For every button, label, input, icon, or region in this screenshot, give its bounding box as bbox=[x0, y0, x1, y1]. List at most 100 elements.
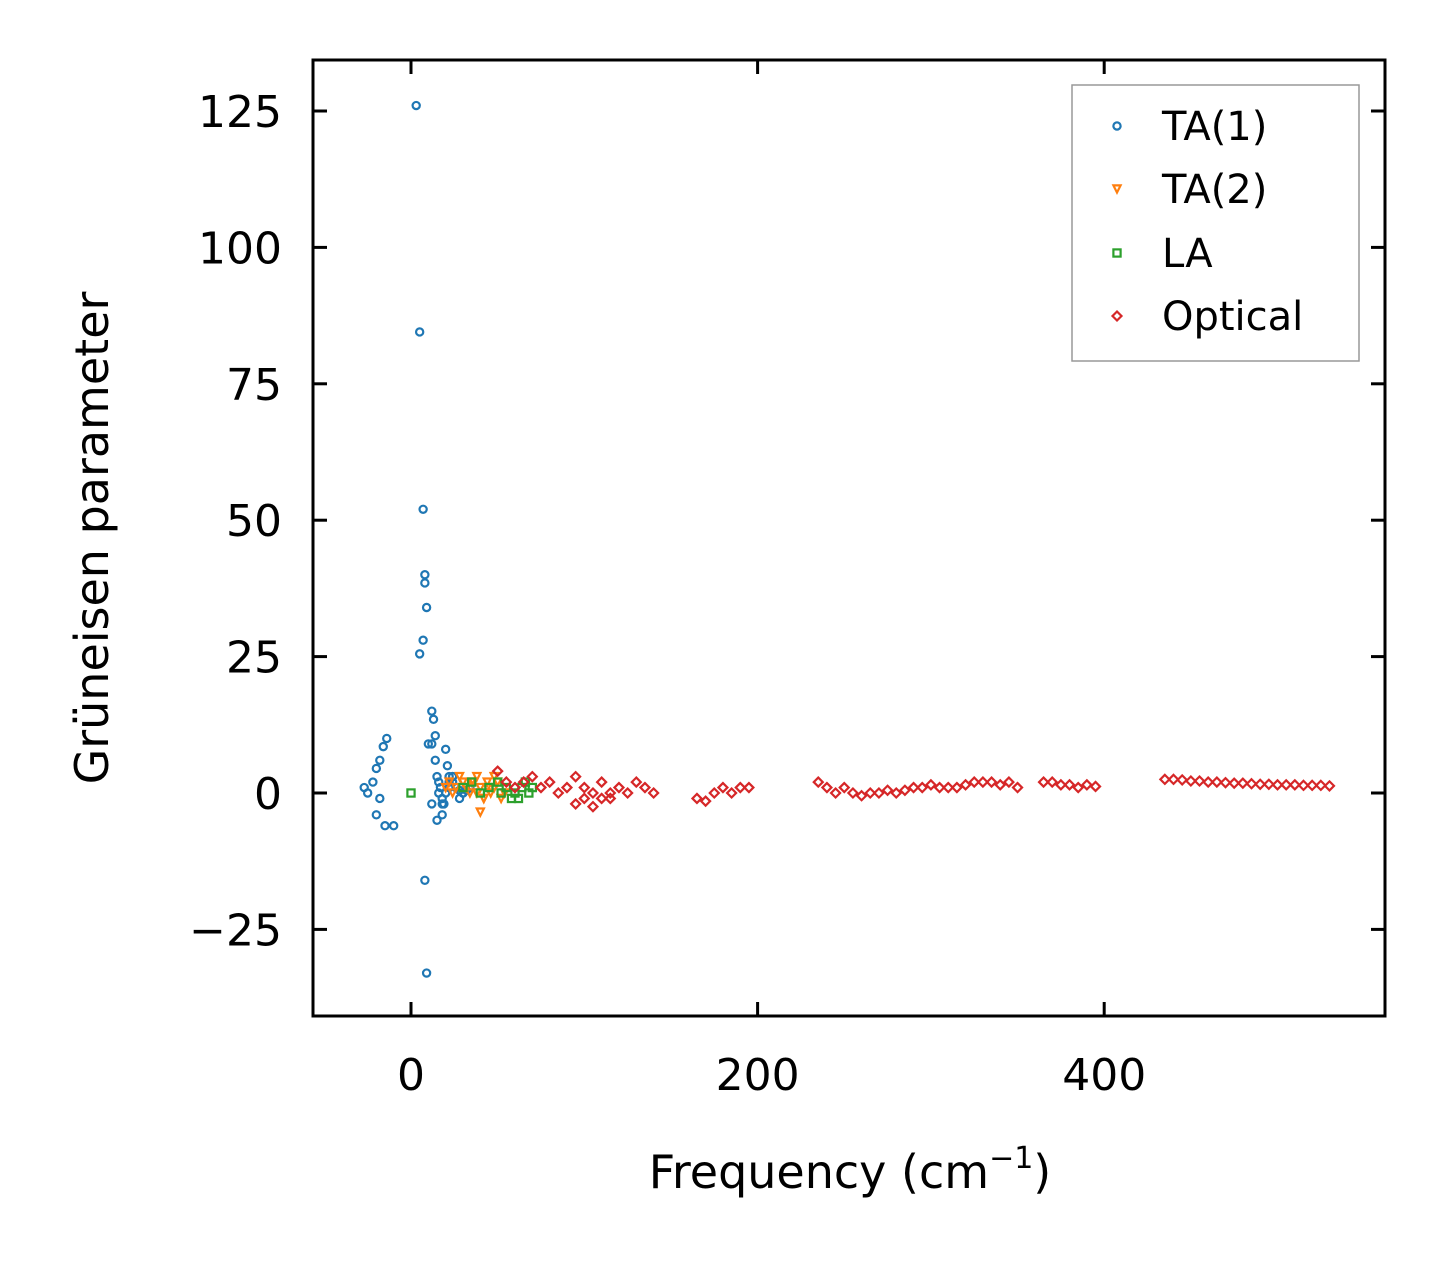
y-tick-label: 0 bbox=[254, 769, 282, 820]
data-point bbox=[1306, 779, 1319, 792]
data-point bbox=[1046, 776, 1059, 789]
data-point bbox=[1037, 776, 1050, 789]
data-point bbox=[517, 776, 530, 789]
data-point bbox=[359, 782, 369, 793]
data-point bbox=[1288, 778, 1301, 791]
data-point bbox=[414, 327, 425, 337]
data-point bbox=[846, 786, 859, 800]
x-axis-title: Frequency (cm−1) bbox=[649, 1141, 1052, 1199]
data-point bbox=[976, 776, 989, 789]
series-optical bbox=[491, 765, 1336, 813]
y-tick-label: 75 bbox=[226, 360, 282, 411]
legend: TA(1) TA(2) LA Optical bbox=[1071, 84, 1360, 362]
data-point bbox=[430, 731, 440, 741]
data-point bbox=[434, 777, 444, 787]
data-point bbox=[1228, 777, 1241, 790]
data-point bbox=[1219, 776, 1232, 789]
data-point bbox=[690, 792, 704, 805]
data-point bbox=[716, 781, 729, 794]
data-point bbox=[586, 786, 600, 800]
data-point bbox=[1080, 778, 1093, 791]
data-point bbox=[371, 763, 382, 774]
data-point bbox=[475, 788, 486, 798]
data-point bbox=[437, 799, 447, 809]
data-point bbox=[604, 786, 617, 800]
data-point bbox=[457, 777, 469, 789]
data-point bbox=[916, 781, 929, 794]
data-point bbox=[411, 100, 421, 111]
legend-marker bbox=[1112, 248, 1122, 258]
data-point bbox=[1245, 777, 1258, 790]
data-point bbox=[1167, 773, 1180, 786]
data-point bbox=[428, 714, 439, 725]
series-ta-1 bbox=[359, 100, 475, 978]
legend-label: TA(2) bbox=[1161, 167, 1267, 213]
data-point bbox=[437, 810, 447, 820]
data-point bbox=[855, 789, 868, 802]
data-point bbox=[829, 786, 842, 800]
data-point bbox=[647, 786, 660, 800]
data-point bbox=[495, 793, 507, 805]
data-point bbox=[388, 821, 399, 831]
data-point bbox=[423, 739, 434, 749]
legend-label: TA(1) bbox=[1161, 104, 1267, 150]
data-point bbox=[534, 781, 548, 794]
data-point bbox=[1202, 776, 1215, 789]
data-point bbox=[421, 602, 432, 613]
data-point bbox=[454, 771, 465, 783]
y-tick-label: 100 bbox=[198, 223, 282, 274]
data-point bbox=[595, 792, 608, 805]
legend-marker bbox=[1111, 184, 1123, 196]
data-point bbox=[560, 781, 574, 794]
data-point bbox=[506, 793, 517, 804]
data-point bbox=[1297, 779, 1310, 792]
data-point bbox=[420, 578, 430, 588]
data-point bbox=[430, 755, 440, 765]
data-point bbox=[418, 504, 428, 514]
data-point bbox=[380, 821, 390, 831]
data-point bbox=[1063, 778, 1076, 791]
data-point bbox=[474, 807, 486, 819]
data-point bbox=[500, 776, 513, 789]
data-point bbox=[485, 788, 497, 800]
data-point bbox=[933, 781, 946, 794]
data-point bbox=[526, 770, 539, 783]
data-point bbox=[378, 741, 388, 752]
data-point bbox=[812, 776, 825, 789]
data-point bbox=[466, 777, 477, 787]
legend-marker bbox=[1110, 309, 1124, 323]
data-point bbox=[708, 786, 721, 800]
data-point bbox=[1280, 778, 1293, 791]
data-point bbox=[432, 815, 442, 825]
data-point bbox=[725, 786, 738, 800]
data-point bbox=[838, 781, 851, 794]
data-point bbox=[959, 778, 972, 791]
legend-entry: TA(2) bbox=[1111, 167, 1267, 213]
data-point bbox=[1158, 773, 1171, 786]
data-point bbox=[578, 792, 591, 805]
data-point bbox=[427, 706, 437, 716]
data-point bbox=[1236, 777, 1249, 790]
data-point bbox=[942, 781, 955, 794]
x-axis-ticks: 0 200 400 bbox=[397, 60, 1146, 1101]
data-point bbox=[371, 810, 382, 820]
data-markers bbox=[359, 100, 1336, 978]
data-point bbox=[414, 649, 425, 659]
data-point bbox=[552, 786, 565, 800]
data-point bbox=[481, 777, 493, 789]
data-point bbox=[418, 635, 428, 645]
data-point bbox=[471, 771, 483, 783]
legend-items: TA(1) TA(2) LA Optical bbox=[1110, 104, 1303, 340]
data-point bbox=[1193, 774, 1206, 788]
data-point bbox=[890, 786, 903, 800]
data-point bbox=[1002, 776, 1015, 789]
data-point bbox=[586, 800, 600, 813]
legend-label: LA bbox=[1162, 231, 1213, 277]
data-point bbox=[406, 788, 416, 798]
legend-entry: TA(1) bbox=[1112, 104, 1267, 150]
y-tick-label: 25 bbox=[226, 633, 282, 684]
legend-entry: Optical bbox=[1110, 294, 1303, 340]
data-point bbox=[985, 776, 998, 789]
data-point bbox=[427, 739, 437, 749]
